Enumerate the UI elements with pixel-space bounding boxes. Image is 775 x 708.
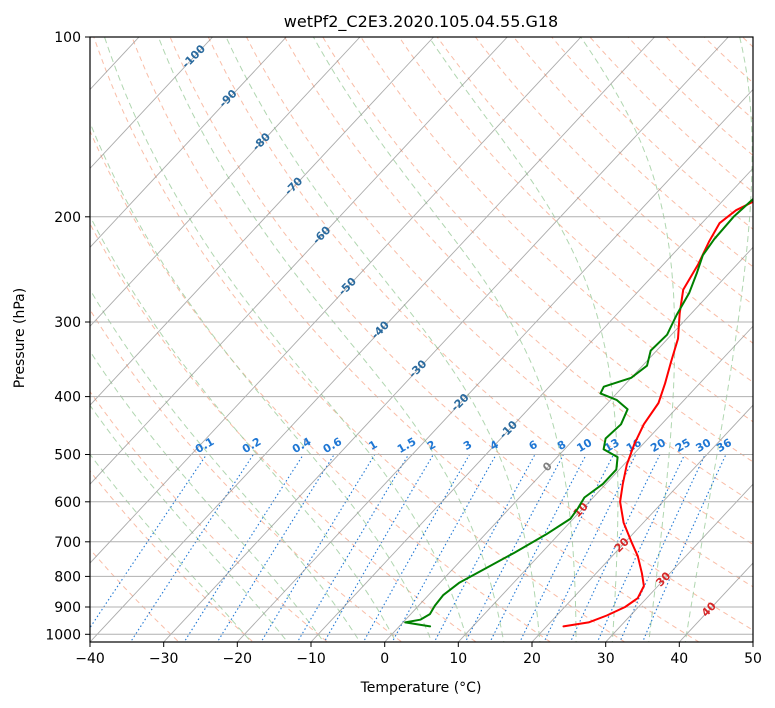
isotherm-line [90,37,361,327]
x-tick-label: 30 [597,651,615,667]
moist-adiabat-line [428,37,619,642]
y-tick-label: 400 [54,390,81,406]
dry-adiabat-line [398,37,753,383]
x-tick-label: 40 [670,651,688,667]
isotherms [90,37,753,642]
y-tick-label: 800 [54,569,81,585]
moist-adiabat-line [90,288,361,642]
mixing-ratio-line [464,454,564,642]
moist-adiabat-line [580,37,676,642]
dry-adiabat-line [90,129,552,642]
moist-adiabat-line [225,37,541,642]
series-layer [404,197,753,628]
y-tick-label: 700 [54,535,81,551]
x-tick-label: 20 [523,651,541,667]
moist-adiabat-line [157,37,505,642]
dry-adiabat-line [360,37,753,423]
moist-adiabat-line [90,121,433,642]
mixing-ratio-line [183,454,304,642]
moist-adiabat-line [90,215,397,642]
x-axis: −40 −30 −20 −10 0 10 20 30 40 50 [75,642,762,667]
y-axis: 100 200 300 400 500 600 700 800 900 1000 [45,30,90,643]
plot-frame [89,36,754,643]
x-tick-label: −40 [75,651,105,667]
isotherm-line [90,37,655,642]
moist-adiabat-line [104,37,469,642]
isotherm-line [236,88,753,642]
x-tick-label: 10 [449,651,467,667]
y-axis-title: Pressure (hPa) [12,288,28,388]
x-axis-title: Temperature (°C) [360,680,482,696]
isotherm-line [384,246,753,642]
y-tick-label: 500 [54,448,81,464]
x-tick-label: −20 [223,651,253,667]
x-tick-label: 0 [380,651,389,667]
y-tick-label: 200 [54,210,81,226]
y-tick-label: 1000 [45,627,81,643]
dry-adiabat-line [474,37,753,306]
mixing-ratio-lines [90,454,727,642]
dry-adiabat-line [90,470,254,642]
plot-area: -100-90-80-70-60-50-40-30-20-10010203040… [90,37,753,642]
isotherm-line [90,37,434,406]
isotherm-line [310,167,753,642]
isotherm-line [90,37,582,564]
isotherm-line [90,37,213,170]
isotherm-line [457,325,753,642]
isotherm-line [90,37,287,249]
y-tick-label: 900 [54,600,81,616]
dry-adiabat-line [245,37,753,545]
y-tick-label: 600 [54,495,81,511]
dewpoint-profile-line [404,197,753,628]
chart-title: wetPf2_C2E3.2020.105.04.55.G18 [284,12,558,32]
isotherm-line [605,483,753,642]
x-tick-label: −30 [149,651,179,667]
y-tick-label: 100 [54,30,81,46]
dry-adiabat-line [90,222,477,642]
moist-adiabats [90,37,753,642]
mixing-ratio-line [543,454,637,642]
dry-adiabat-line [207,37,753,588]
mixing-ratio-line [216,454,335,642]
temperature-profile-line [562,200,753,628]
x-tick-label: −10 [296,651,326,667]
moist-adiabat-line [312,37,577,642]
mixing-ratio-line [90,454,207,629]
mixing-ratio-line [433,454,536,642]
x-tick-label: 50 [744,651,762,667]
isotherm-line [163,37,729,642]
dry-adiabat-line [93,37,626,642]
dry-adiabat-line [284,37,753,504]
y-tick-label: 300 [54,315,81,331]
isotherm-line [90,37,508,485]
isotherm-line [531,404,753,642]
dry-adiabats [90,37,753,642]
moist-adiabat-line [90,404,289,642]
mixing-ratio-line [296,454,409,642]
moist-adiabat-line [90,350,325,642]
mixing-ratio-line [569,454,661,642]
moist-adiabat-line [684,37,753,642]
dry-adiabat-line [169,37,753,631]
mixing-ratio-line [129,454,254,642]
